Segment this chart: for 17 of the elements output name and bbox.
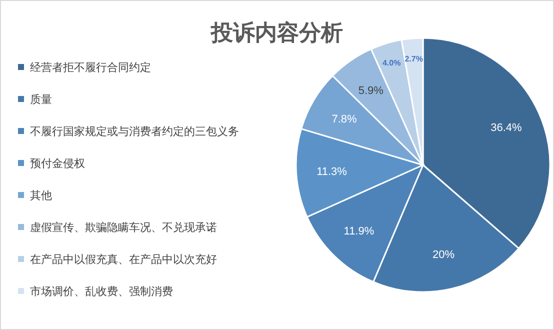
- chart-title: 投诉内容分析: [210, 20, 343, 45]
- data-label: 7.8%: [332, 113, 358, 126]
- legend-label: 不履行国家规定或与消费者约定的三包义务: [30, 125, 239, 138]
- data-label: 20%: [432, 249, 455, 262]
- data-label: 4.0%: [382, 58, 401, 68]
- data-label: 11.9%: [344, 225, 374, 238]
- data-label: 11.3%: [316, 166, 348, 178]
- data-label: 5.9%: [358, 84, 384, 97]
- legend-label: 虚假宣传、欺骗隐瞒车况、不兑现承诺: [30, 221, 217, 234]
- data-label: 2.7%: [404, 54, 423, 64]
- legend-label: 其他: [30, 189, 52, 202]
- legend-label: 市场调价、乱收费、强制消费: [30, 285, 173, 298]
- legend-label: 在产品中以假充真、在产品中以次充好: [30, 253, 217, 266]
- legend-label: 质量: [30, 93, 52, 106]
- data-label: 36.4%: [490, 122, 522, 134]
- legend-label: 经营者拒不履行合同约定: [30, 61, 151, 74]
- legend-label: 预付金侵权: [30, 158, 85, 170]
